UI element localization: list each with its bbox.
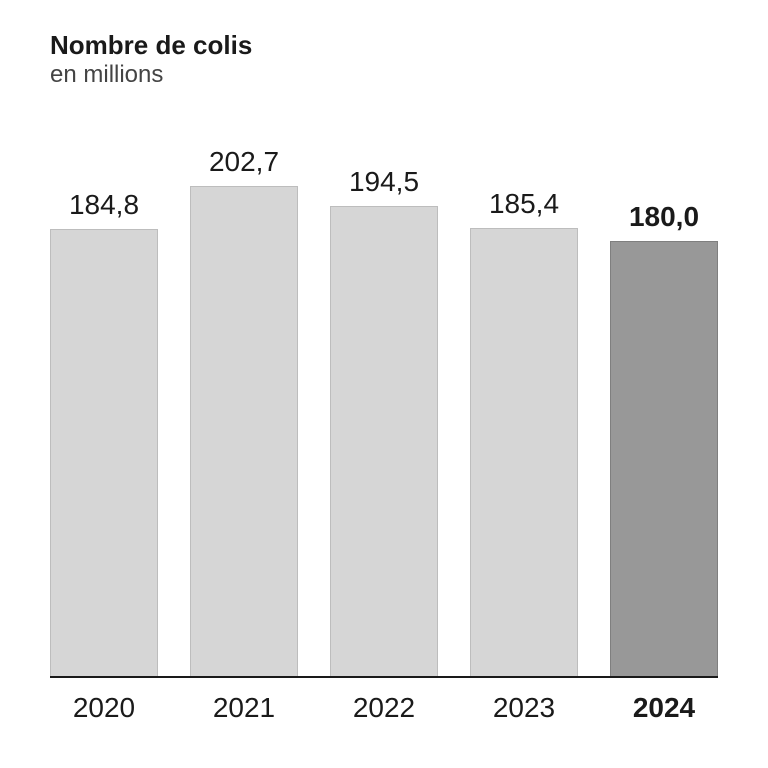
x-axis-label: 2024 [610,692,718,724]
plot-area: 184,8 202,7 194,5 185,4 180,0 [50,118,718,678]
bar-value-label: 202,7 [209,146,279,178]
x-axis-line [50,676,718,678]
bar-value-label: 184,8 [69,189,139,221]
bar [190,186,298,678]
bar [50,229,158,678]
bar [330,206,438,678]
title-block: Nombre de colis en millions [50,30,718,90]
x-axis-label: 2022 [330,692,438,724]
chart-subtitle: en millions [50,61,718,90]
x-axis-labels: 2020 2021 2022 2023 2024 [50,692,718,724]
x-axis-label: 2021 [190,692,298,724]
bar [610,241,718,678]
bar [470,228,578,678]
bar-column: 194,5 [330,118,438,678]
bar-column: 202,7 [190,118,298,678]
bars-container: 184,8 202,7 194,5 185,4 180,0 [50,118,718,678]
x-axis-label: 2023 [470,692,578,724]
bar-value-label: 185,4 [489,188,559,220]
chart-title: Nombre de colis [50,30,718,61]
bar-column: 184,8 [50,118,158,678]
bar-value-label: 194,5 [349,166,419,198]
bar-column: 180,0 [610,118,718,678]
x-axis-label: 2020 [50,692,158,724]
bar-value-label: 180,0 [629,201,699,233]
bar-column: 185,4 [470,118,578,678]
bar-chart: Nombre de colis en millions 184,8 202,7 19… [50,30,718,738]
